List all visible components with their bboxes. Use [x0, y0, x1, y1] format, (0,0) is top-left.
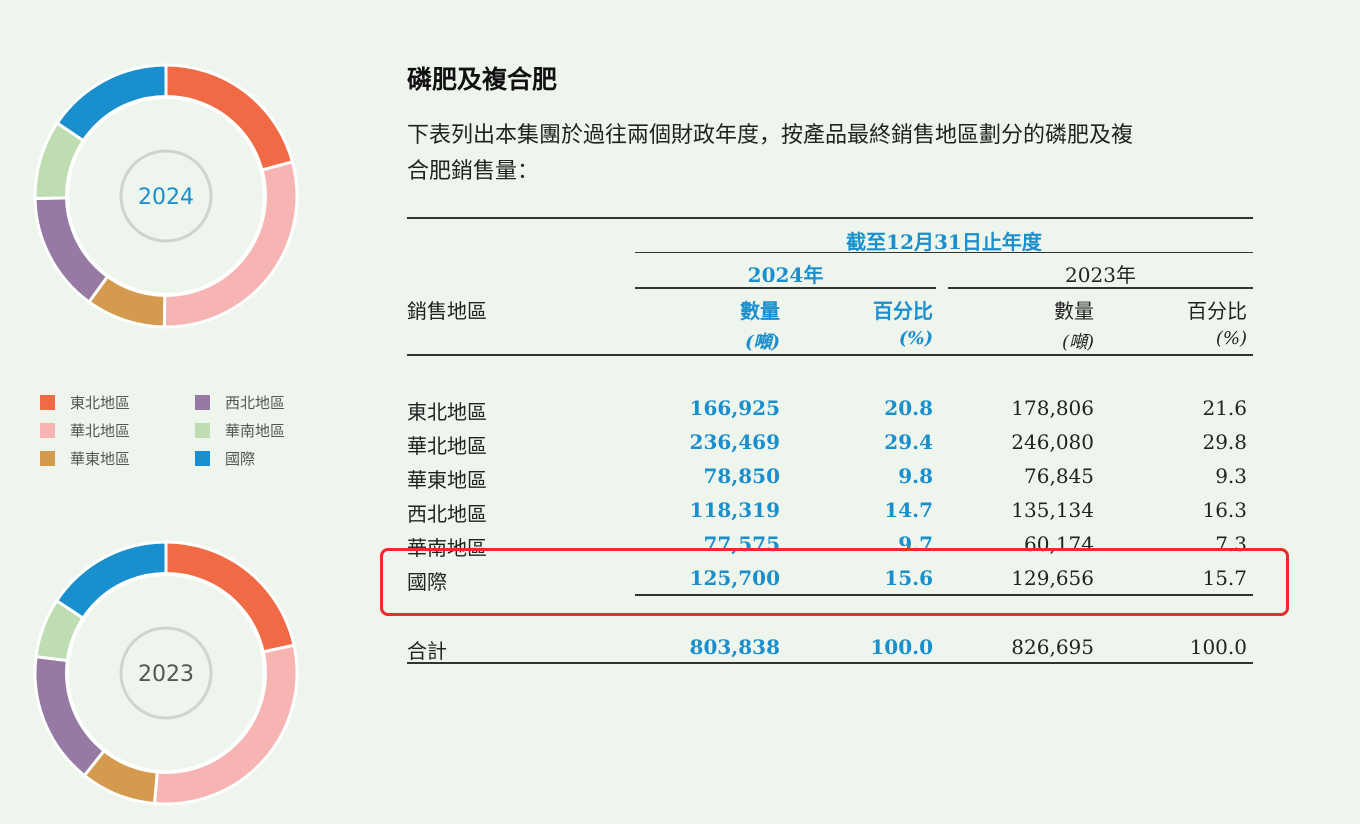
period-header: 截至12月31日止年度: [846, 230, 1042, 254]
legend-item-international: 國際: [195, 448, 340, 468]
row-pct-2024: 9.8: [898, 464, 933, 488]
pct-2024-unit: (%): [898, 328, 933, 349]
row-qty-2023: 135,134: [1011, 498, 1094, 522]
donut-segments: [33, 63, 299, 329]
legend-label: 華北地區: [70, 421, 131, 440]
row-qty-2024: 236,469: [689, 430, 780, 454]
row-pct-2024: 15.6: [884, 566, 933, 590]
row-qty-2023: 60,174: [1024, 532, 1094, 556]
legend-item-northwest: 西北地區: [195, 392, 340, 412]
qty-2023-unit: (噸): [1061, 332, 1094, 353]
donut-center-ring: [119, 626, 213, 720]
donut-year-label: 2024: [138, 185, 194, 210]
donut-inner-ring: [65, 95, 267, 297]
year-2023-underline: [948, 287, 1253, 289]
row-pct-2024: 29.4: [884, 430, 933, 454]
total-qty-2024: 803,838: [689, 635, 780, 659]
row-pct-2024: 14.7: [884, 498, 933, 522]
row-qty-2024: 78,850: [703, 464, 780, 488]
header-bottom-rule: [407, 354, 1253, 356]
row-qty-2024: 118,319: [689, 498, 780, 522]
year-2024-header: 2024年: [747, 263, 824, 287]
donut-segment: [54, 540, 168, 621]
donut-center-ring: [119, 149, 213, 243]
row-region: 東北地區: [407, 400, 487, 424]
legend-label: 華東地區: [70, 449, 131, 468]
row-qty-2023: 76,845: [1024, 464, 1094, 488]
total-double-rule-1: [407, 662, 1253, 664]
legend-item-south: 華南地區: [195, 420, 340, 440]
pct-2023-header: 百分比: [1187, 299, 1247, 323]
year-2024-underline: [635, 287, 936, 289]
row-pct-2023: 7.3: [1215, 532, 1247, 556]
donut-year-label: 2023: [138, 662, 194, 687]
legend-swatch: [195, 422, 210, 438]
row-region: 西北地區: [407, 502, 487, 526]
row-pct-2023: 15.7: [1202, 566, 1247, 590]
row-pct-2023: 29.8: [1202, 430, 1247, 454]
table-top-rule: [407, 217, 1253, 219]
legend-item-east: 華東地區: [40, 448, 195, 468]
legend-swatch: [40, 422, 55, 438]
donut-segment: [33, 196, 110, 305]
donut-segment: [55, 63, 168, 143]
row-qty-2023: 246,080: [1011, 430, 1094, 454]
donut-segment: [33, 654, 107, 778]
row-qty-2023: 129,656: [1011, 566, 1094, 590]
legend-swatch: [195, 394, 210, 410]
highlight-box: [380, 548, 1289, 616]
qty-2024-unit: (噸): [744, 332, 780, 353]
period-underline: [635, 252, 1253, 253]
pct-2023-unit: (%): [1215, 328, 1247, 349]
intro-line-2: 合肥銷售量：: [407, 159, 540, 184]
intro-paragraph: 下表列出本集團於過往兩個財政年度，按產品最終銷售地區劃分的磷肥及複 合肥銷售量：: [407, 118, 1267, 190]
pct-2024-header: 百分比: [873, 299, 933, 323]
legend-swatch: [40, 450, 55, 466]
intro-line-1: 下表列出本集團於過往兩個財政年度，按產品最終銷售地區劃分的磷肥及複: [407, 123, 1134, 148]
row-pct-2024: 9.7: [898, 532, 933, 556]
row-qty-2024: 77,575: [703, 532, 780, 556]
region-header: 銷售地區: [407, 299, 487, 323]
legend-label: 西北地區: [225, 393, 286, 412]
legend-label: 東北地區: [70, 393, 131, 412]
row-pct-2023: 16.3: [1202, 498, 1247, 522]
row-region: 華東地區: [407, 468, 487, 492]
row-qty-2024: 125,700: [689, 566, 780, 590]
section-title: 磷肥及複合肥: [407, 65, 558, 94]
row-qty-2024: 166,925: [689, 396, 780, 420]
qty-2024-header: 數量: [740, 299, 780, 323]
legend-item-north: 華北地區: [40, 420, 195, 440]
donut-chart-2024: 2024: [33, 63, 299, 329]
chart-legend: 東北地區 西北地區 華北地區 華南地區 華東地區 國際: [40, 392, 340, 468]
donut-chart-2023: 2023: [33, 540, 299, 806]
total-qty-2023: 826,695: [1011, 635, 1094, 659]
total-pct-2024: 100.0: [870, 635, 933, 659]
qty-2023-header: 數量: [1054, 299, 1094, 323]
total-pct-2023: 100.0: [1189, 635, 1247, 659]
row-region: 國際: [407, 570, 447, 594]
year-2023-header: 2023年: [1065, 263, 1136, 287]
legend-label: 華南地區: [225, 421, 286, 440]
donut-inner-ring: [65, 572, 267, 774]
legend-label: 國際: [225, 449, 256, 468]
total-label: 合計: [407, 639, 447, 663]
row-qty-2023: 178,806: [1011, 396, 1094, 420]
legend-item-northeast: 東北地區: [40, 392, 195, 412]
row-region: 華北地區: [407, 434, 487, 458]
row-pct-2023: 21.6: [1202, 396, 1247, 420]
legend-swatch: [40, 394, 55, 410]
row-pct-2024: 20.8: [884, 396, 933, 420]
subtotal-rule: [635, 594, 1253, 596]
row-pct-2023: 9.3: [1215, 464, 1247, 488]
legend-swatch: [195, 450, 210, 466]
donut-segments: [33, 540, 299, 806]
